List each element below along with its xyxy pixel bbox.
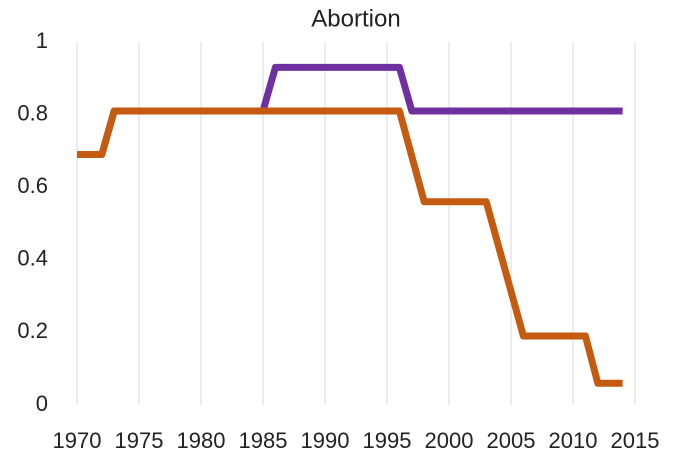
- y-tick-label: 0.2: [17, 318, 48, 343]
- y-tick-label: 0.8: [17, 100, 48, 125]
- y-tick-label: 0.6: [17, 173, 48, 198]
- x-tick-label: 2005: [487, 428, 536, 453]
- x-tick-label: 1990: [301, 428, 350, 453]
- y-tick-label: 1: [36, 28, 48, 53]
- x-tick-label: 1995: [363, 428, 412, 453]
- y-tick-label: 0: [36, 391, 48, 416]
- series-line: [77, 107, 623, 387]
- x-tick-label: 1975: [115, 428, 164, 453]
- x-tick-label: 2015: [611, 428, 660, 453]
- x-tick-label: 2010: [549, 428, 598, 453]
- x-tick-label: 1970: [53, 428, 102, 453]
- x-tick-label: 1980: [177, 428, 226, 453]
- x-tick-label: 2000: [425, 428, 474, 453]
- y-tick-label: 0.4: [17, 246, 48, 271]
- chart-title: Abortion: [311, 5, 400, 32]
- x-tick-label: 1985: [239, 428, 288, 453]
